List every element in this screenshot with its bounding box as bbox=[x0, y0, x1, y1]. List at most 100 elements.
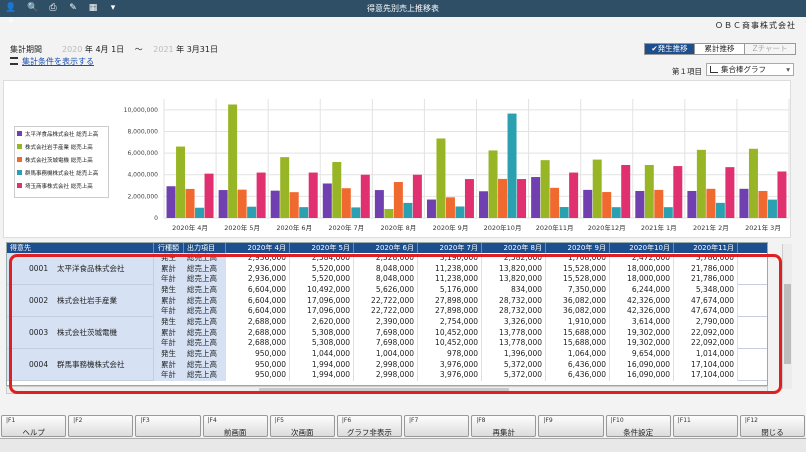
function-key-number: |F6 bbox=[341, 417, 352, 424]
function-key-f11[interactable]: |F11 bbox=[672, 415, 738, 437]
item-label: 第１項目 bbox=[672, 67, 702, 76]
bar bbox=[592, 159, 602, 218]
table-row[interactable]: 累計 総売上高 6,604,000 17,096,000 22,722,000 27,89… bbox=[154, 295, 767, 307]
legend-item: 太平洋食品株式会社 総売上高 bbox=[17, 129, 106, 142]
function-key-f12[interactable]: |F12 閉じる bbox=[739, 415, 806, 437]
user-add-icon[interactable]: 👤+ bbox=[5, 3, 17, 26]
header-output-item[interactable]: 出力項目 bbox=[184, 243, 226, 253]
data-grid: 得意先 行種類 出力項目 2020年 4月 2020年 5月 2020年 6月 2020年 … bbox=[6, 242, 768, 386]
function-key-f7[interactable]: |F7 bbox=[404, 415, 470, 437]
occur-toggle[interactable]: ✔発生推移 bbox=[645, 44, 695, 54]
period-range: 2020 年 4月 1日 〜 2021 年 3月31日 bbox=[62, 44, 218, 55]
header-month[interactable]: 2020年10月 bbox=[610, 243, 674, 253]
function-key-f9[interactable]: |F9 bbox=[538, 415, 604, 437]
output-item-cell: 総売上高 bbox=[184, 285, 226, 296]
row-type-cell: 発生 bbox=[154, 349, 184, 360]
value-cell: 2,620,000 bbox=[290, 317, 354, 328]
value-cell: 13,778,000 bbox=[482, 338, 546, 349]
value-cell: 2,998,000 bbox=[354, 370, 418, 381]
search-icon[interactable]: 🔍 bbox=[27, 3, 39, 13]
hscroll-thumb[interactable] bbox=[259, 388, 509, 393]
vertical-scrollbar[interactable] bbox=[782, 244, 792, 389]
table-row[interactable]: 年計 総売上高 6,604,000 17,096,000 22,722,000 27,89… bbox=[154, 306, 767, 317]
output-item-cell: 総売上高 bbox=[184, 263, 226, 275]
function-key-f10[interactable]: |F10 条件設定 bbox=[605, 415, 671, 437]
bar bbox=[341, 188, 351, 218]
dropdown-icon[interactable]: ▾ bbox=[110, 3, 116, 13]
value-cell: 6,604,000 bbox=[226, 295, 290, 307]
header-month[interactable]: 2020年 4月 bbox=[226, 243, 290, 253]
output-item-cell: 総売上高 bbox=[184, 317, 226, 328]
excel-icon[interactable]: ▦ bbox=[88, 3, 98, 13]
bar bbox=[270, 190, 280, 218]
header-month[interactable]: 2020年 6月 bbox=[354, 243, 418, 253]
print-icon[interactable]: ⎙ bbox=[49, 3, 57, 13]
customer-group: 0003 株式会社茨城電機 発生 総売上高 2,688,000 2,620,000 2,39… bbox=[7, 317, 767, 349]
customer-cell[interactable]: 0002 株式会社岩手産業 bbox=[7, 285, 154, 316]
show-conditions-link[interactable]: 集計条件を表示する bbox=[10, 56, 94, 67]
function-key-f6[interactable]: |F6 グラフ非表示 bbox=[336, 415, 403, 437]
row-type-cell: 累計 bbox=[154, 327, 184, 339]
value-cell: 10,492,000 bbox=[290, 285, 354, 296]
bar bbox=[308, 172, 318, 218]
customer-cell[interactable]: 0004 群馬事務機株式会社 bbox=[7, 349, 154, 380]
function-key-f4[interactable]: |F4 前画面 bbox=[202, 415, 268, 437]
value-cell: 2,390,000 bbox=[354, 317, 418, 328]
legend-label: 株式会社茨城電機 総売上高 bbox=[25, 158, 93, 164]
bar bbox=[360, 174, 370, 218]
function-key-f8[interactable]: |F8 再集計 bbox=[471, 415, 537, 437]
table-row[interactable]: 累計 総売上高 950,000 1,994,000 2,998,000 3,976,000… bbox=[154, 359, 767, 371]
row-type-cell: 年計 bbox=[154, 338, 184, 349]
pdf-icon[interactable]: ✎ bbox=[69, 3, 77, 13]
x-tick-label: 2020年10月 bbox=[484, 223, 522, 232]
cumul-toggle[interactable]: 累計推移 bbox=[695, 44, 745, 54]
bar-chart: 0 2,000,000 4,000,000 6,000,000 8,000,000 10,… bbox=[124, 99, 790, 232]
header-month[interactable]: 2020年 5月 bbox=[290, 243, 354, 253]
value-cell: 9,654,000 bbox=[610, 349, 674, 360]
table-row[interactable]: 発生 総売上高 6,604,000 10,492,000 5,626,000 5,176,… bbox=[154, 285, 767, 296]
header-month[interactable]: 2020年 9月 bbox=[546, 243, 610, 253]
value-cell: 28,732,000 bbox=[482, 295, 546, 307]
graph-type-select[interactable]: 集合棒グラフ ▾ bbox=[706, 63, 794, 76]
table-row[interactable]: 発生 総売上高 950,000 1,044,000 1,004,000 978,000 1,… bbox=[154, 349, 767, 360]
header-month[interactable]: 2020年 8月 bbox=[482, 243, 546, 253]
customer-name: 株式会社茨城電機 bbox=[57, 328, 117, 337]
header-month[interactable]: 2020年 7月 bbox=[418, 243, 482, 253]
table-row[interactable]: 累計 総売上高 2,936,000 5,520,000 8,048,000 11,238,… bbox=[154, 263, 767, 275]
table-row[interactable]: 年計 総売上高 950,000 1,994,000 2,998,000 3,976,000… bbox=[154, 370, 767, 381]
value-cell: 6,436,000 bbox=[546, 370, 610, 381]
value-cell: 5,626,000 bbox=[354, 285, 418, 296]
x-tick-label: 2020年11月 bbox=[536, 223, 574, 232]
value-cell: 19,302,000 bbox=[610, 338, 674, 349]
table-row[interactable]: 発生 総売上高 2,936,000 2,584,000 2,528,000 3,190,0… bbox=[154, 253, 767, 264]
table-row[interactable]: 累計 総売上高 2,688,000 5,308,000 7,698,000 10,452,… bbox=[154, 327, 767, 339]
table-row[interactable]: 年計 総売上高 2,688,000 5,308,000 7,698,000 10,452,… bbox=[154, 338, 767, 349]
header-customer[interactable]: 得意先 bbox=[7, 243, 154, 253]
table-row[interactable]: 発生 総売上高 2,688,000 2,620,000 2,390,000 2,754,0… bbox=[154, 317, 767, 328]
row-type-cell: 発生 bbox=[154, 317, 184, 328]
function-key-f5[interactable]: |F5 次画面 bbox=[269, 415, 335, 437]
header-month[interactable]: 2020年11月 bbox=[674, 243, 738, 253]
function-key-f2[interactable]: |F2 bbox=[68, 415, 134, 437]
value-cell: 6,244,000 bbox=[610, 285, 674, 296]
customer-cell[interactable]: 0001 太平洋食品株式会社 bbox=[7, 253, 154, 284]
header-row-type[interactable]: 行種類 bbox=[154, 243, 184, 253]
value-cell: 2,528,000 bbox=[354, 253, 418, 264]
bar bbox=[332, 162, 342, 218]
function-key-f1[interactable]: |F1 ヘルプ bbox=[1, 415, 67, 437]
table-row[interactable]: 年計 総売上高 2,936,000 5,520,000 8,048,000 11,238,… bbox=[154, 274, 767, 285]
function-key-f3[interactable]: |F3 bbox=[135, 415, 201, 437]
horizontal-scrollbar[interactable] bbox=[6, 386, 768, 394]
vscroll-thumb[interactable] bbox=[784, 284, 791, 364]
zchart-toggle[interactable]: Zチャート bbox=[745, 44, 795, 54]
x-tick-label: 2021年 3月 bbox=[745, 223, 781, 232]
customer-cell[interactable]: 0003 株式会社茨城電機 bbox=[7, 317, 154, 348]
row-type-cell: 発生 bbox=[154, 253, 184, 264]
value-cell: 2,998,000 bbox=[354, 359, 418, 371]
value-cell: 18,000,000 bbox=[610, 263, 674, 275]
value-cell: 2,688,000 bbox=[226, 338, 290, 349]
y-tick-label: 6,000,000 bbox=[127, 150, 158, 157]
output-item-cell: 総売上高 bbox=[184, 359, 226, 371]
value-cell: 978,000 bbox=[418, 349, 482, 360]
